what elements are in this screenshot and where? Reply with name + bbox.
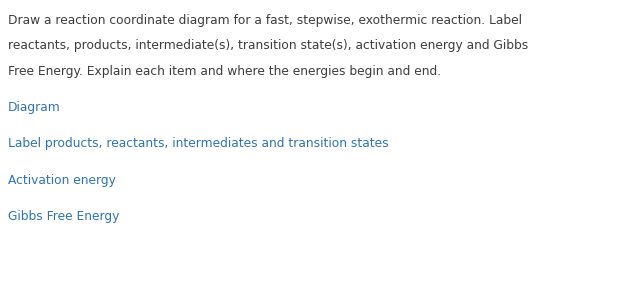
Text: Free Energy. Explain each item and where the energies begin and end.: Free Energy. Explain each item and where… xyxy=(8,65,441,78)
Text: Activation energy: Activation energy xyxy=(8,174,116,187)
Text: Label products, reactants, intermediates and transition states: Label products, reactants, intermediates… xyxy=(8,137,389,150)
Text: Gibbs Free Energy: Gibbs Free Energy xyxy=(8,210,120,223)
Text: Draw a reaction coordinate diagram for a fast, stepwise, exothermic reaction. La: Draw a reaction coordinate diagram for a… xyxy=(8,14,522,27)
Text: reactants, products, intermediate(s), transition state(s), activation energy and: reactants, products, intermediate(s), tr… xyxy=(8,39,528,52)
Text: Diagram: Diagram xyxy=(8,101,61,114)
